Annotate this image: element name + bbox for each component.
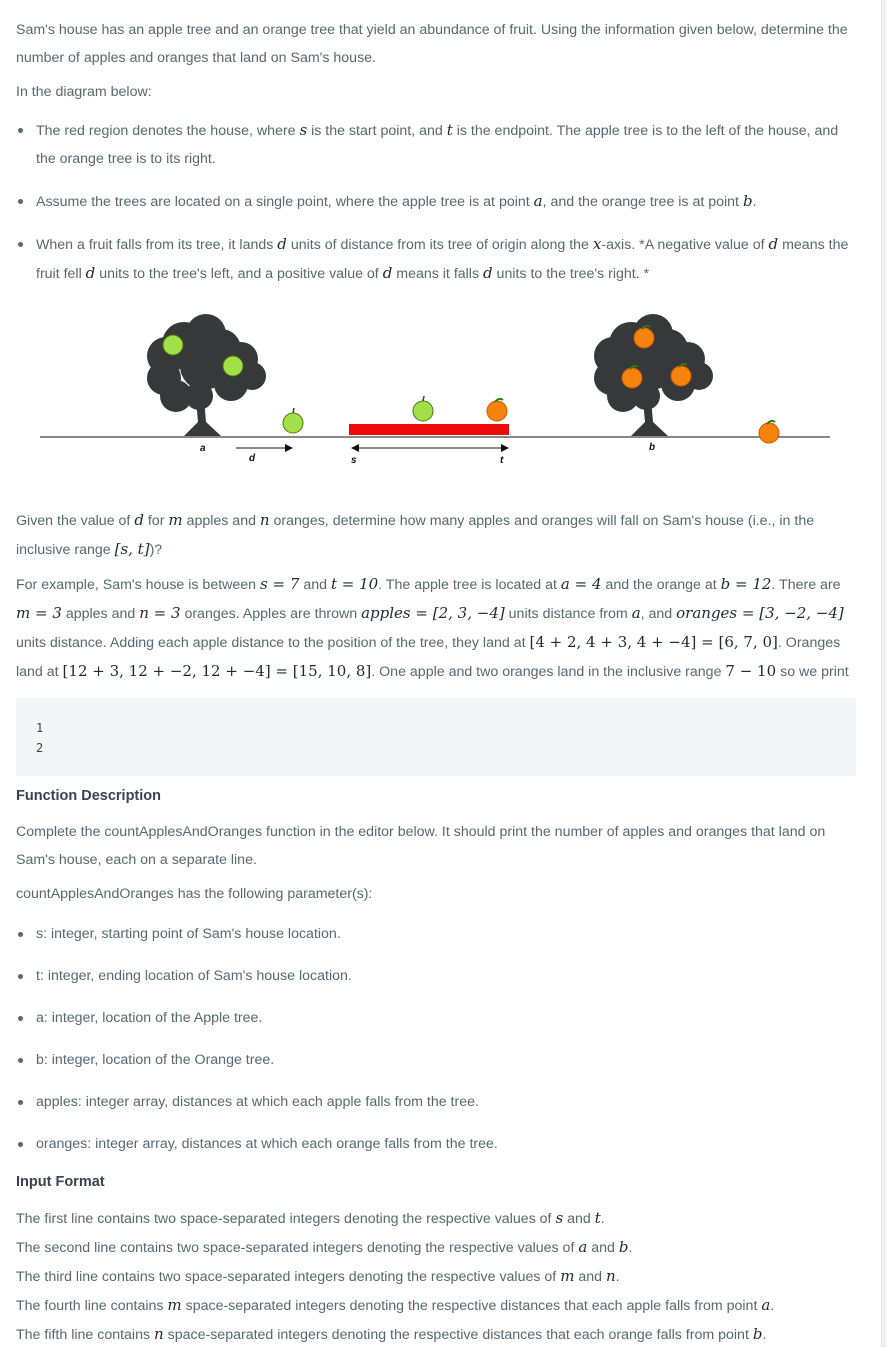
function-description-heading: Function Description (16, 788, 161, 804)
scrollbar[interactable] (881, 0, 886, 1347)
list-item: b: integer, location of the Orange tree. (16, 1046, 856, 1074)
sample-output-block: 1 2 (16, 698, 856, 776)
input-line-1: The first line contains two space-separa… (16, 1209, 605, 1227)
apple-icon (222, 350, 244, 377)
orange-icon (758, 419, 780, 444)
apple-tree (147, 314, 266, 436)
list-item: oranges: integer array, distances at whi… (16, 1130, 856, 1158)
list-item: a: integer, location of the Apple tree. (16, 1004, 856, 1032)
list-item: t: integer, ending location of Sam's hou… (16, 962, 856, 990)
list-item: When a fruit falls from its tree, it lan… (16, 230, 856, 288)
parameters-intro: countApplesAndOranges has the following … (16, 886, 373, 902)
orange-icon (486, 397, 508, 422)
apple-icon (412, 395, 434, 422)
example-paragraph: For example, Sam's house is between s = … (16, 575, 849, 680)
label-s: s (351, 455, 357, 466)
apple-orange-diagram: a d s t b (16, 304, 856, 504)
list-item: s: integer, starting point of Sam's hous… (16, 920, 856, 948)
input-line-4: The fourth line contains m space-separat… (16, 1296, 775, 1314)
diagram-notes-list: The red region denotes the house, where … (16, 116, 856, 288)
apple-icon (162, 329, 184, 356)
intro-paragraph: Sam's house has an apple tree and an ora… (16, 22, 848, 66)
given-paragraph: Given the value of d for m apples and n … (16, 511, 815, 558)
orange-icon (621, 364, 643, 389)
orange-icon (670, 362, 692, 387)
label-d: d (249, 453, 256, 464)
diagram-svg: a d s t b (40, 314, 830, 466)
input-format-heading: Input Format (16, 1174, 105, 1190)
output-line: 1 (36, 721, 44, 735)
list-item: The red region denotes the house, where … (16, 116, 856, 173)
problem-statement: Sam's house has an apple tree and an ora… (16, 16, 856, 1349)
diagram-intro: In the diagram below: (16, 84, 152, 100)
list-item: apples: integer array, distances at whic… (16, 1088, 856, 1116)
orange-tree (594, 314, 713, 436)
input-line-3: The third line contains two space-separa… (16, 1267, 620, 1285)
label-b: b (649, 442, 655, 453)
orange-icon (633, 324, 655, 349)
apple-icon (282, 407, 304, 434)
label-t: t (500, 455, 504, 466)
output-line: 2 (36, 741, 44, 755)
input-line-2: The second line contains two space-separ… (16, 1238, 633, 1256)
function-description-text: Complete the countApplesAndOranges funct… (16, 824, 826, 868)
input-format-text: The first line contains two space-separa… (16, 1204, 856, 1349)
house-region (349, 424, 509, 435)
list-item: Assume the trees are located on a single… (16, 187, 856, 216)
parameters-list: s: integer, starting point of Sam's hous… (16, 920, 856, 1158)
input-line-5: The fifth line contains n space-separate… (16, 1325, 767, 1343)
label-a: a (200, 443, 206, 454)
